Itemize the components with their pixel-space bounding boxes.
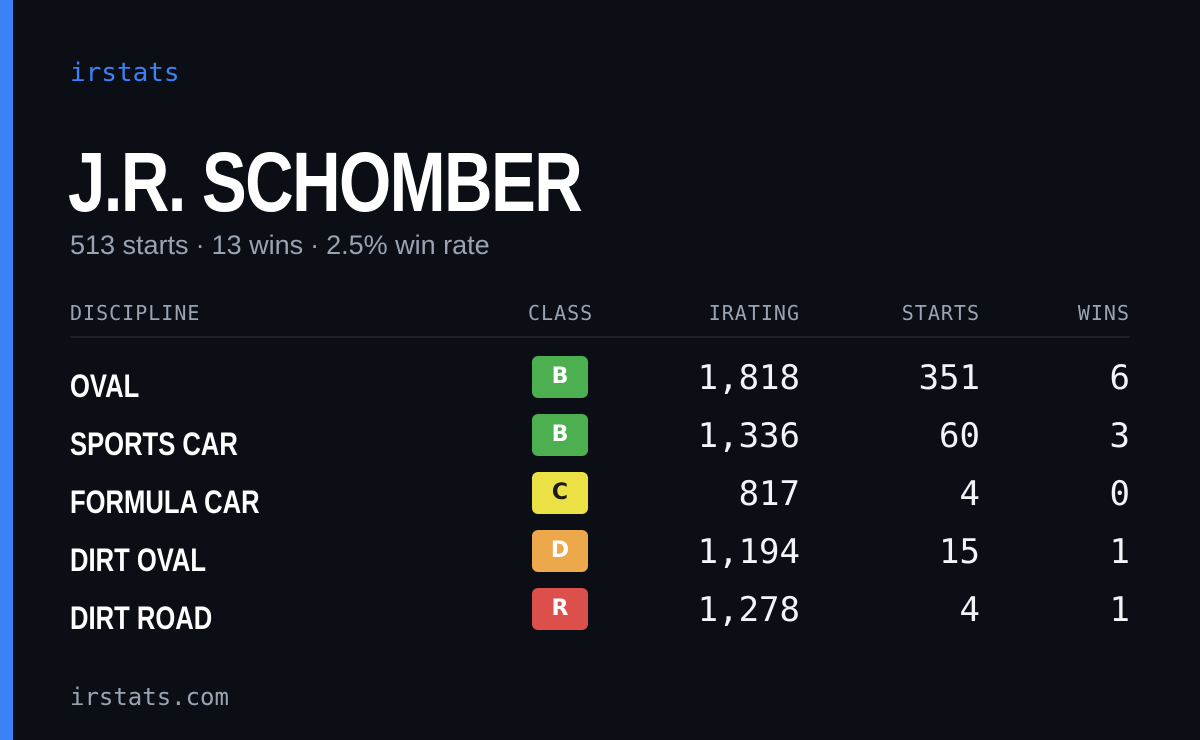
footer-site-url[interactable]: irstats.com: [70, 683, 229, 711]
wins-value: 0: [1109, 474, 1130, 514]
license-class-badge: C: [532, 472, 588, 514]
table-row: DIRT OVAL D 1,194 15 1: [70, 526, 1130, 584]
wins-summary: 13 wins: [211, 230, 304, 260]
table-row: FORMULA CAR C 817 4 0: [70, 468, 1130, 526]
header-starts: STARTS: [901, 301, 980, 325]
irating-value: 817: [738, 474, 800, 514]
discipline-name: DIRT OVAL: [70, 542, 207, 578]
header-irating: IRATING: [708, 301, 800, 325]
wins-value: 6: [1109, 358, 1130, 398]
wins-value: 1: [1109, 590, 1130, 630]
starts-value: 60: [939, 416, 980, 456]
starts-value: 4: [959, 590, 980, 630]
irating-value: 1,194: [697, 532, 800, 572]
header-wins: WINS: [1077, 301, 1130, 325]
starts-value: 15: [939, 532, 980, 572]
discipline-name: OVAL: [70, 368, 140, 404]
license-class-badge: B: [532, 356, 588, 398]
starts-value: 351: [918, 358, 980, 398]
license-class-badge: D: [532, 530, 588, 572]
table-row: DIRT ROAD R 1,278 4 1: [70, 584, 1130, 642]
table-body: OVAL B 1,818 351 6 SPORTS CAR B 1,336 60…: [70, 352, 1130, 642]
driver-summary: 513 starts · 13 wins · 2.5% win rate: [70, 228, 490, 262]
win-rate-summary: 2.5% win rate: [326, 230, 490, 260]
wins-value: 1: [1109, 532, 1130, 572]
discipline-name: SPORTS CAR: [70, 426, 238, 462]
accent-bar: [0, 0, 13, 740]
summary-separator: ·: [310, 230, 320, 260]
license-class-badge: R: [532, 588, 588, 630]
header-class: CLASS: [528, 301, 594, 325]
irating-value: 1,336: [697, 416, 800, 456]
discipline-stats-table: DISCIPLINE CLASS IRATING STARTS WINS OVA…: [70, 296, 1130, 642]
discipline-name: FORMULA CAR: [70, 484, 260, 520]
wins-value: 3: [1109, 416, 1130, 456]
license-class-badge: B: [532, 414, 588, 456]
irating-value: 1,278: [697, 590, 800, 630]
table-header: DISCIPLINE CLASS IRATING STARTS WINS: [70, 296, 1130, 338]
brand-logo-text[interactable]: irstats: [70, 58, 180, 88]
discipline-name: DIRT ROAD: [70, 600, 213, 636]
header-discipline: DISCIPLINE: [70, 301, 201, 325]
driver-name: J.R. SCHOMBER: [68, 135, 583, 229]
table-row: OVAL B 1,818 351 6: [70, 352, 1130, 410]
summary-separator: ·: [195, 230, 205, 260]
starts-value: 4: [959, 474, 980, 514]
starts-summary: 513 starts: [70, 230, 189, 260]
table-row: SPORTS CAR B 1,336 60 3: [70, 410, 1130, 468]
irating-value: 1,818: [697, 358, 800, 398]
